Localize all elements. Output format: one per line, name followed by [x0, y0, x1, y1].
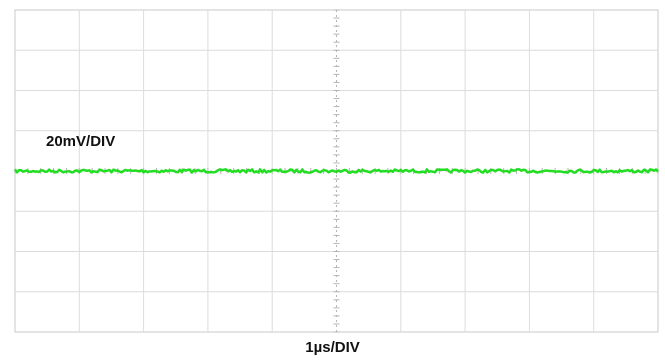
signal-trace	[13, 168, 659, 174]
horizontal-scale-label: 1µs/DIV	[305, 339, 360, 356]
vertical-scale-label: 20mV/DIV	[46, 133, 116, 150]
